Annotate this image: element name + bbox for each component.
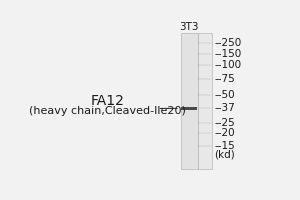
Bar — [182, 107, 197, 110]
Text: FA12: FA12 — [91, 94, 124, 108]
Text: --37: --37 — [214, 103, 235, 113]
Text: --75: --75 — [214, 74, 235, 84]
Bar — [198, 33, 212, 169]
Text: --150: --150 — [214, 49, 242, 59]
Text: (kd): (kd) — [214, 150, 235, 160]
Text: --15: --15 — [214, 141, 235, 151]
Text: --100: --100 — [214, 60, 242, 70]
Text: --20: --20 — [214, 128, 235, 138]
Text: --250: --250 — [214, 38, 242, 48]
Text: 3T3: 3T3 — [179, 22, 199, 32]
Bar — [181, 33, 198, 169]
Text: (heavy chain,Cleaved-Ile20): (heavy chain,Cleaved-Ile20) — [29, 106, 186, 116]
Text: --50: --50 — [214, 90, 235, 100]
Text: --25: --25 — [214, 118, 235, 128]
